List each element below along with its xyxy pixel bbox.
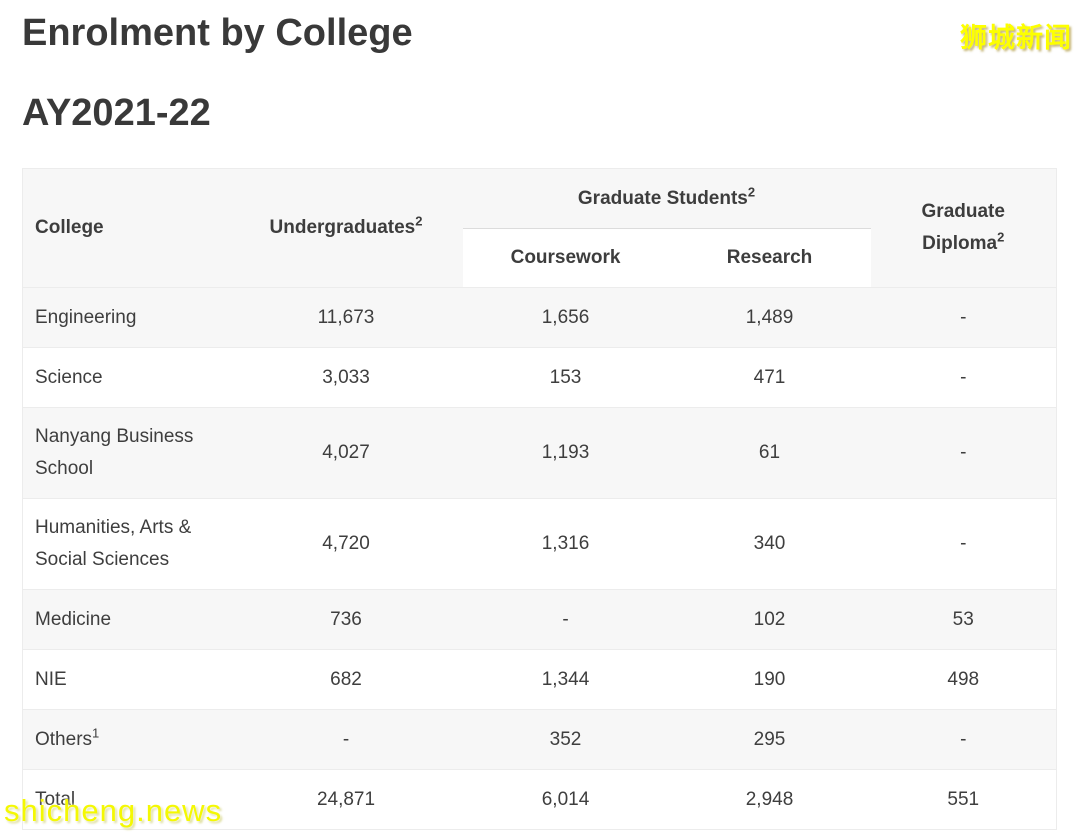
college-name: Humanities, Arts & Social Sciences [35, 517, 192, 570]
col-header-college: College [22, 168, 230, 288]
college-name: Total [35, 788, 76, 810]
col-header-graduate-diploma-label: Graduate Diploma [921, 201, 1005, 254]
table-row: Humanities, Arts & Social Sciences 4,720 1… [22, 498, 1057, 590]
value-cell: 61 [758, 442, 781, 463]
value-cell: 4,720 [322, 533, 370, 554]
college-footnote-marker: 1 [92, 725, 100, 741]
value-cell: 682 [330, 668, 362, 690]
col-header-coursework: Coursework [462, 228, 669, 288]
watermark-site-url: shicheng.news [4, 793, 223, 828]
value-cell: 190 [753, 668, 786, 690]
footnote-marker: 2 [747, 184, 756, 200]
value-cell: 4,027 [322, 442, 370, 463]
table-row: Nanyang Business School 4,027 1,193 61 - [22, 407, 1057, 499]
college-cell: Humanities, Arts & Social Sciences [23, 499, 230, 590]
title-line-1: Enrolment by College [22, 12, 413, 54]
value-cell: 498 [947, 668, 980, 690]
college-cell: NIE [23, 650, 230, 710]
value-cell: - [342, 728, 350, 750]
college-name: Others [35, 728, 93, 750]
value-cell: - [960, 728, 967, 750]
footnote-marker: 2 [415, 213, 423, 229]
value-cell: 1,489 [745, 306, 794, 328]
col-header-undergraduates-label: Undergraduates [269, 217, 416, 238]
enrolment-table: College Undergraduates2 Graduate Student… [22, 168, 1057, 830]
value-cell: - [562, 608, 569, 630]
college-cell: Engineering [23, 288, 230, 348]
college-name: Science [35, 366, 103, 388]
value-cell: - [960, 442, 967, 463]
value-cell: 1,193 [541, 442, 590, 463]
table-row: Science 3,033 153 471 - [22, 347, 1057, 408]
value-cell: 24,871 [316, 788, 376, 810]
college-name: Medicine [35, 608, 112, 630]
table-row: Medicine 736 - 102 53 [22, 589, 1057, 650]
watermark-site-logo: 狮城新闻 [960, 23, 1072, 53]
value-cell: 1,656 [541, 306, 590, 328]
col-header-graduate-students-label: Graduate Students [577, 187, 748, 209]
value-cell: 53 [952, 608, 974, 630]
value-cell: 153 [549, 366, 582, 388]
value-cell: - [960, 306, 967, 328]
college-cell: Total [23, 770, 230, 830]
title-line-2: AY2021-22 [22, 92, 211, 134]
college-name: Nanyang Business School [35, 426, 194, 479]
table-header: College Undergraduates2 Graduate Student… [22, 168, 1057, 288]
col-header-undergraduates: Undergraduates2 [229, 168, 463, 288]
college-cell: Medicine [23, 590, 230, 650]
college-cell: Nanyang Business School [23, 408, 230, 499]
table-body: Engineering 11,673 1,656 1,489 - Science 3,033… [22, 287, 1057, 830]
college-name: Engineering [35, 306, 137, 328]
college-cell: Others1 [23, 710, 230, 770]
value-cell: 551 [947, 788, 980, 810]
value-cell: 1,316 [541, 533, 590, 554]
header-row-groups: College Undergraduates2 Graduate Student… [22, 168, 1057, 288]
value-cell: 736 [330, 608, 362, 630]
value-cell: 6,014 [541, 788, 590, 810]
col-header-graduate-diploma: Graduate Diploma2 [870, 168, 1057, 288]
value-cell: - [960, 533, 967, 554]
col-header-graduate-students: Graduate Students2 [462, 168, 871, 229]
table-row: NIE 682 1,344 190 498 [22, 649, 1057, 710]
value-cell: 102 [753, 608, 786, 630]
value-cell: 352 [549, 728, 582, 750]
header-row-subcolumns: Coursework Research [23, 228, 1057, 288]
value-cell: 11,673 [317, 306, 375, 328]
value-cell: 295 [753, 728, 786, 750]
table-row: Others1 - 352 295 - [22, 709, 1057, 770]
page-title: Enrolment by College AY2021-22 [22, 10, 413, 136]
value-cell: 3,033 [322, 366, 370, 388]
value-cell: - [960, 366, 967, 388]
college-cell: Science [23, 348, 230, 408]
value-cell: 340 [753, 533, 786, 554]
footnote-marker: 2 [997, 229, 1005, 245]
value-cell: 2,948 [745, 788, 794, 810]
value-cell: 471 [753, 366, 786, 388]
col-header-research: Research [668, 228, 871, 288]
table-row: Total 24,871 6,014 2,948 551 [22, 769, 1057, 830]
value-cell: 1,344 [541, 668, 590, 690]
table-row: Engineering 11,673 1,656 1,489 - [22, 287, 1057, 348]
college-name: NIE [35, 668, 67, 690]
